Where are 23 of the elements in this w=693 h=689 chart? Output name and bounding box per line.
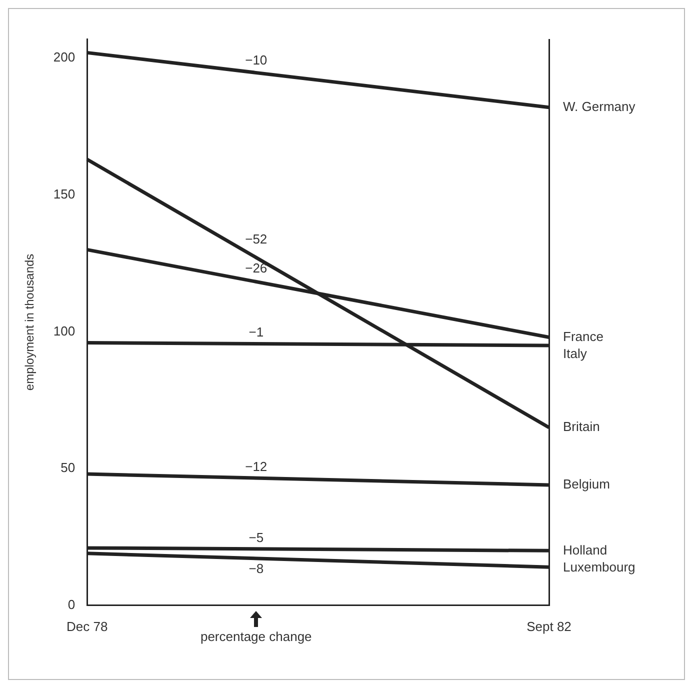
y-axis-title: employment in thousands: [22, 254, 37, 391]
text: percentage change: [199, 629, 313, 644]
annotation: −8: [248, 561, 264, 576]
annotation: −10: [245, 52, 268, 68]
series-label: Luxembourg: [563, 559, 636, 574]
y-tick-label: 100: [53, 323, 76, 338]
annotation: −52: [245, 232, 268, 247]
y-tick-label: 150: [53, 186, 76, 202]
y-tick-label: 200: [53, 50, 76, 65]
annotation: −12: [245, 458, 268, 474]
series-label: Britain: [563, 419, 600, 434]
annotation: −26: [245, 260, 268, 276]
annotation: −1: [248, 324, 264, 340]
series-label: Holland: [563, 542, 608, 558]
series-label: France: [563, 328, 604, 344]
y-tick-label: 0: [68, 596, 76, 612]
series-label: W. Germany: [563, 98, 636, 114]
x-tick-label: Dec 78: [66, 618, 108, 634]
annotation: −5: [248, 530, 264, 545]
x-tick-label: Sept 82: [526, 618, 572, 634]
series-label: Belgium: [563, 476, 610, 492]
series-label: Italy: [563, 346, 588, 361]
y-tick-label: 50: [60, 460, 76, 476]
